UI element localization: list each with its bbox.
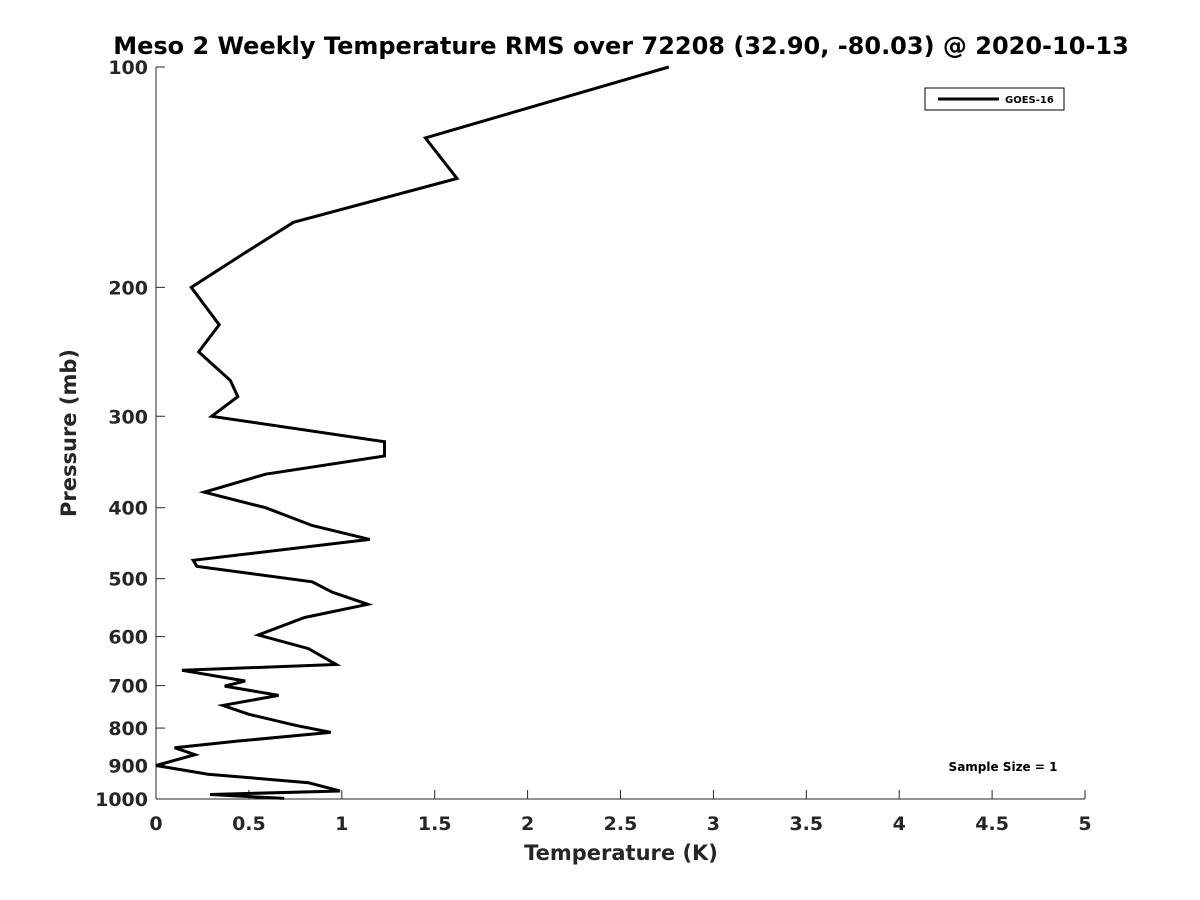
x-tick-label: 1 [335, 813, 348, 835]
x-axis-label: Temperature (K) [524, 841, 718, 865]
x-tick-label: 1.5 [418, 813, 452, 835]
y-tick-label: 500 [108, 569, 148, 591]
y-tick-label: 700 [108, 676, 148, 698]
legend-label: GOES-16 [1005, 95, 1054, 106]
y-tick-label: 600 [108, 627, 148, 649]
x-tick-label: 0.5 [232, 813, 266, 835]
legend: GOES-16 [924, 87, 1065, 111]
x-tick-label: 3 [707, 813, 720, 835]
chart-title: Meso 2 Weekly Temperature RMS over 72208… [113, 32, 1129, 60]
x-ticks: 0 0.5 1 1.5 2 2.5 3 3.5 4 4.5 5 [149, 790, 1092, 835]
x-tick-label: 4 [893, 813, 906, 835]
y-ticks: 100 200 300 400 500 600 700 800 900 1000 [95, 57, 165, 811]
x-tick-label: 4.5 [975, 813, 1009, 835]
y-tick-label: 900 [108, 756, 148, 778]
x-tick-label: 5 [1078, 813, 1091, 835]
x-tick-label: 0 [149, 813, 162, 835]
y-axis-label: Pressure (mb) [57, 349, 81, 517]
y-tick-label: 100 [108, 57, 148, 79]
y-tick-label: 300 [108, 406, 148, 428]
y-tick-label: 800 [108, 718, 148, 740]
x-tick-label: 2.5 [604, 813, 638, 835]
x-tick-label: 3.5 [789, 813, 823, 835]
sample-size-annotation: Sample Size = 1 [949, 760, 1058, 774]
y-tick-label: 1000 [95, 789, 148, 811]
series-line [155, 65, 670, 800]
plot-area: 0 0.5 1 1.5 2 2.5 3 3.5 4 4.5 5 100 200 300 400 500 600… [95, 57, 1092, 835]
y-tick-label: 200 [108, 277, 148, 299]
series-group [155, 65, 670, 800]
x-tick-label: 2 [521, 813, 534, 835]
y-tick-label: 400 [108, 498, 148, 520]
